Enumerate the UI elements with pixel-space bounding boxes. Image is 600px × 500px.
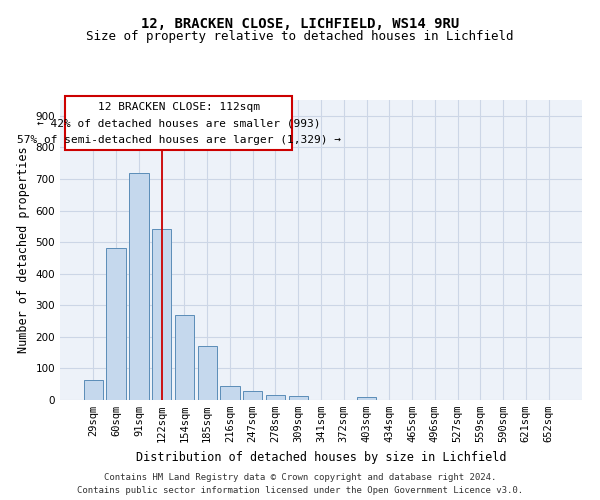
Bar xyxy=(357,398,376,400)
Bar xyxy=(84,380,103,400)
X-axis label: Distribution of detached houses by size in Lichfield: Distribution of detached houses by size … xyxy=(136,450,506,464)
Text: Contains HM Land Registry data © Crown copyright and database right 2024.
Contai: Contains HM Land Registry data © Crown c… xyxy=(77,473,523,495)
Text: 12, BRACKEN CLOSE, LICHFIELD, WS14 9RU: 12, BRACKEN CLOSE, LICHFIELD, WS14 9RU xyxy=(141,18,459,32)
Y-axis label: Number of detached properties: Number of detached properties xyxy=(17,146,30,354)
Bar xyxy=(289,396,308,400)
FancyBboxPatch shape xyxy=(65,96,292,150)
Text: 57% of semi-detached houses are larger (1,329) →: 57% of semi-detached houses are larger (… xyxy=(17,135,341,145)
Bar xyxy=(152,229,172,400)
Bar xyxy=(266,395,285,400)
Bar xyxy=(197,346,217,400)
Text: 12 BRACKEN CLOSE: 112sqm: 12 BRACKEN CLOSE: 112sqm xyxy=(98,102,260,113)
Bar xyxy=(175,314,194,400)
Text: ← 42% of detached houses are smaller (993): ← 42% of detached houses are smaller (99… xyxy=(37,118,320,128)
Bar xyxy=(243,391,262,400)
Text: Size of property relative to detached houses in Lichfield: Size of property relative to detached ho… xyxy=(86,30,514,43)
Bar xyxy=(129,172,149,400)
Bar xyxy=(106,248,126,400)
Bar xyxy=(220,386,239,400)
